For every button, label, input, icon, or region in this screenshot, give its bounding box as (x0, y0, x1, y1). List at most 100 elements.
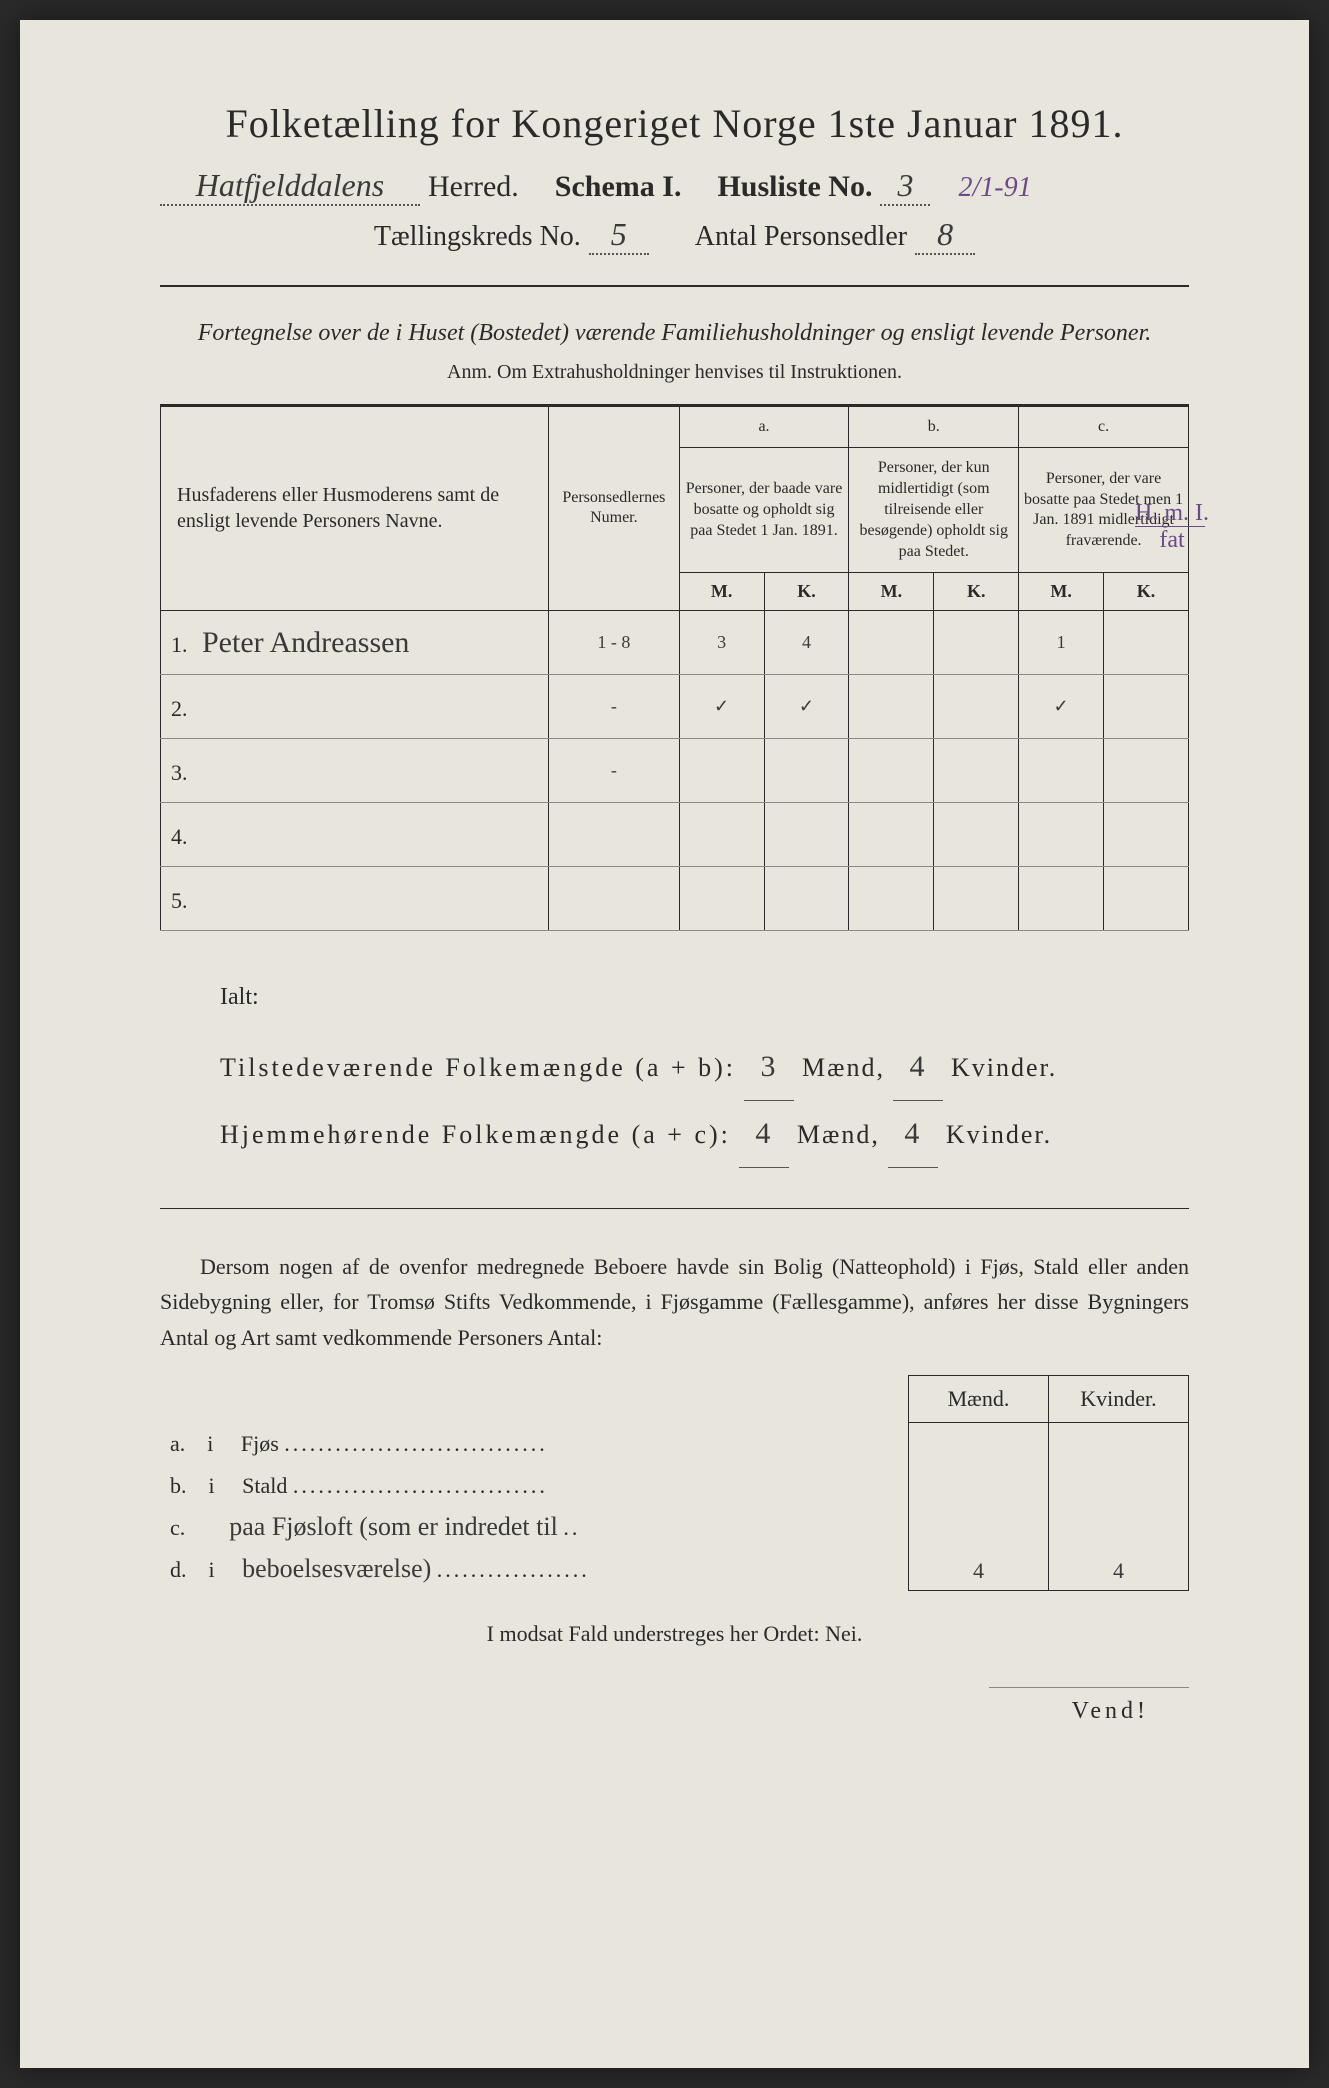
sub-label-cell: d. i beboelsesværelse) .................… (160, 1548, 909, 1590)
name-cell: 5. (161, 867, 549, 931)
margin-note-top: H. m. I. (1135, 500, 1209, 526)
ak-cell: ✓ (764, 675, 849, 739)
bm-cell (849, 867, 934, 931)
table-row: 5. (161, 867, 1189, 931)
ck-cell (1104, 611, 1189, 675)
sidebygning-table: Mænd. Kvinder. a. i Fjøs ...............… (160, 1375, 1189, 1591)
page-title: Folketælling for Kongeriget Norge 1ste J… (160, 100, 1189, 147)
sub-table-row: d. i beboelsesværelse) .................… (160, 1548, 1189, 1590)
present-label: Tilstedeværende Folkemængde (a + b): (220, 1039, 736, 1096)
col-a-text: Personer, der baade vare bosatte og opho… (679, 448, 849, 573)
col-header-name: Husfaderens eller Husmoderens samt de en… (161, 405, 549, 611)
col-c-label: c. (1019, 405, 1189, 448)
cm-cell (1019, 867, 1104, 931)
col-header-num: Personsedlernes Numer. (549, 405, 680, 611)
col-b-k: K. (934, 573, 1019, 611)
sub-k-cell (1049, 1506, 1189, 1548)
present-k: 4 (893, 1034, 943, 1101)
num-cell (549, 867, 680, 931)
bm-cell (849, 803, 934, 867)
present-m: 3 (744, 1034, 794, 1101)
bk-cell (934, 803, 1019, 867)
bk-cell (934, 867, 1019, 931)
header-line-1: Hatfjelddalens Herred. Schema I. Huslist… (160, 167, 1189, 206)
am-cell: ✓ (679, 675, 764, 739)
kvinder-label-2: Kvinder. (946, 1106, 1052, 1163)
ak-cell (764, 739, 849, 803)
cm-cell: 1 (1019, 611, 1104, 675)
cm-cell (1019, 739, 1104, 803)
bk-cell (934, 675, 1019, 739)
sub-label-cell: a. i Fjøs ..............................… (160, 1422, 909, 1464)
sub-k-cell: 4 (1049, 1548, 1189, 1590)
ialt-label: Ialt: (220, 971, 1189, 1024)
sub-table-row: c. paa Fjøsloft (som er indredet til .. (160, 1506, 1189, 1548)
col-a-k: K. (764, 573, 849, 611)
am-cell: 3 (679, 611, 764, 675)
col-c-m: M. (1019, 573, 1104, 611)
name-cell: 1. Peter Andreassen (161, 611, 549, 675)
am-cell (679, 739, 764, 803)
sub-k-cell (1049, 1464, 1189, 1506)
resident-label: Hjemmehørende Folkemængde (a + c): (220, 1106, 731, 1163)
nej-line: I modsat Fald understreges her Ordet: Ne… (160, 1621, 1189, 1647)
ak-cell (764, 867, 849, 931)
date-handwritten: 2/1-91 (958, 172, 1031, 204)
header-line-2: Tællingskreds No. 5 Antal Personsedler 8 (160, 216, 1189, 255)
maend-label-1: Mænd, (802, 1039, 885, 1096)
num-cell: - (549, 675, 680, 739)
kvinder-label-1: Kvinder. (951, 1039, 1057, 1096)
am-cell (679, 867, 764, 931)
margin-note: H. m. I. fat (1135, 500, 1209, 554)
ak-cell (764, 803, 849, 867)
col-a-label: a. (679, 405, 849, 448)
household-table: Husfaderens eller Husmoderens samt de en… (160, 404, 1189, 932)
ck-cell (1104, 867, 1189, 931)
am-cell (679, 803, 764, 867)
bk-cell (934, 739, 1019, 803)
cm-cell: ✓ (1019, 675, 1104, 739)
sub-hdr-k: Kvinder. (1049, 1375, 1189, 1422)
col-a-m: M. (679, 573, 764, 611)
table-row: 1. Peter Andreassen 1 - 8 3 4 1 (161, 611, 1189, 675)
sub-label-cell: b. i Stald .............................… (160, 1464, 909, 1506)
totals-row-2: Hjemmehørende Folkemængde (a + c): 4 Mæn… (220, 1101, 1189, 1168)
name-cell: 4. (161, 803, 549, 867)
schema-label: Schema I. (555, 170, 682, 204)
bm-cell (849, 611, 934, 675)
herred-label: Herred. (428, 170, 519, 204)
census-form-page: Folketælling for Kongeriget Norge 1ste J… (20, 20, 1309, 2068)
totals-block: Ialt: Tilstedeværende Folkemængde (a + b… (220, 971, 1189, 1168)
cm-cell (1019, 803, 1104, 867)
totals-row-1: Tilstedeværende Folkemængde (a + b): 3 M… (220, 1034, 1189, 1101)
table-row: 2. - ✓ ✓ ✓ (161, 675, 1189, 739)
col-b-label: b. (849, 405, 1019, 448)
subtitle: Fortegnelse over de i Huset (Bostedet) v… (160, 317, 1189, 351)
sub-m-cell (909, 1464, 1049, 1506)
sub-hdr-m: Mænd. (909, 1375, 1049, 1422)
bm-cell (849, 739, 934, 803)
num-cell: 1 - 8 (549, 611, 680, 675)
sub-label-cell: c. paa Fjøsloft (som er indredet til .. (160, 1506, 909, 1548)
resident-m: 4 (739, 1101, 789, 1168)
bk-cell (934, 611, 1019, 675)
sub-k-cell (1049, 1422, 1189, 1464)
num-cell: - (549, 739, 680, 803)
sub-m-cell (909, 1422, 1049, 1464)
col-c-k: K. (1104, 573, 1189, 611)
sub-m-cell: 4 (909, 1548, 1049, 1590)
ck-cell (1104, 675, 1189, 739)
col-b-m: M. (849, 573, 934, 611)
personsedler-no: 8 (915, 216, 975, 255)
sidebygning-paragraph: Dersom nogen af de ovenfor medregnede Be… (160, 1249, 1189, 1355)
vend-label: Vend! (989, 1687, 1189, 1725)
anm-note: Anm. Om Extrahusholdninger henvises til … (160, 361, 1189, 384)
personsedler-label: Antal Personsedler (695, 221, 907, 253)
sub-m-cell (909, 1506, 1049, 1548)
name-cell: 3. (161, 739, 549, 803)
husliste-no: 3 (880, 167, 930, 206)
col-b-text: Personer, der kun midlertidigt (som tilr… (849, 448, 1019, 573)
sub-table-row: b. i Stald .............................… (160, 1464, 1189, 1506)
husliste-label: Husliste No. (717, 170, 872, 204)
kreds-no: 5 (589, 216, 649, 255)
